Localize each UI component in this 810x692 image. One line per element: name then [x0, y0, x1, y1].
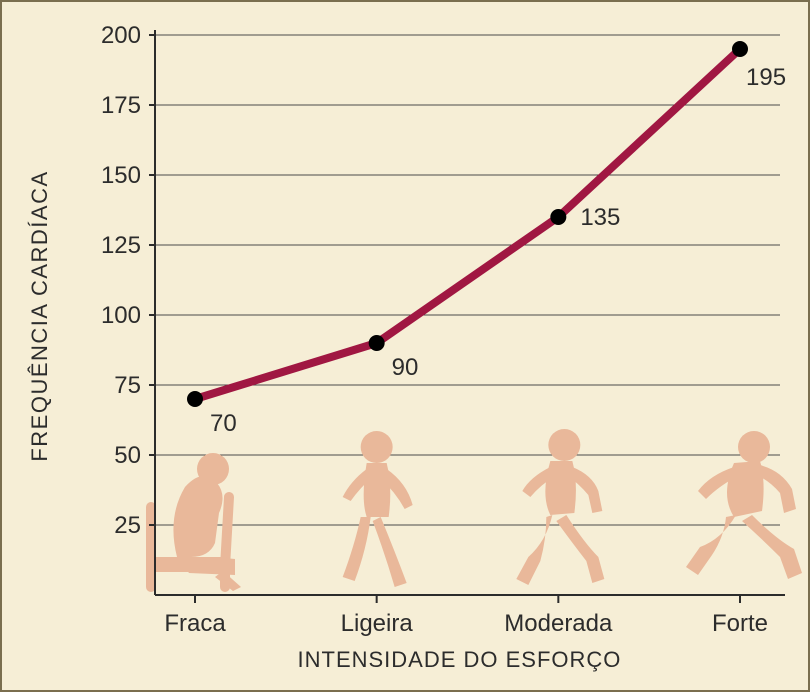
data-label: 195 [746, 64, 786, 91]
chart-frame: 70 90 135 195 25 50 75 100 125 150 175 200 Fraca Lige… [0, 0, 810, 692]
y-tick-label: 50 [114, 442, 141, 469]
y-tick-label: 100 [101, 302, 141, 329]
data-point [732, 41, 748, 57]
x-tick-label: Fraca [164, 610, 226, 637]
y-tick-label: 125 [101, 232, 141, 259]
x-tick-label: Forte [712, 610, 768, 637]
data-point [550, 209, 566, 225]
x-tick-label: Moderada [504, 610, 613, 637]
y-tick-label: 25 [114, 512, 141, 539]
data-label: 135 [580, 204, 620, 231]
y-tick-label: 200 [101, 22, 141, 49]
y-tick-label: 175 [101, 92, 141, 119]
data-label: 90 [392, 354, 419, 381]
x-tick-label: Ligeira [341, 610, 414, 637]
data-point [187, 391, 203, 407]
data-point [369, 335, 385, 351]
y-tick-label: 150 [101, 162, 141, 189]
chart-svg: 70 90 135 195 25 50 75 100 125 150 175 200 Fraca Lige… [0, 0, 810, 692]
x-axis-title: INTENSIDADE DO ESFORÇO [298, 647, 622, 673]
data-label: 70 [210, 410, 237, 437]
y-tick-label: 75 [114, 372, 141, 399]
y-axis-title: FREQUÊNCIA CARDÍACA [27, 156, 53, 476]
